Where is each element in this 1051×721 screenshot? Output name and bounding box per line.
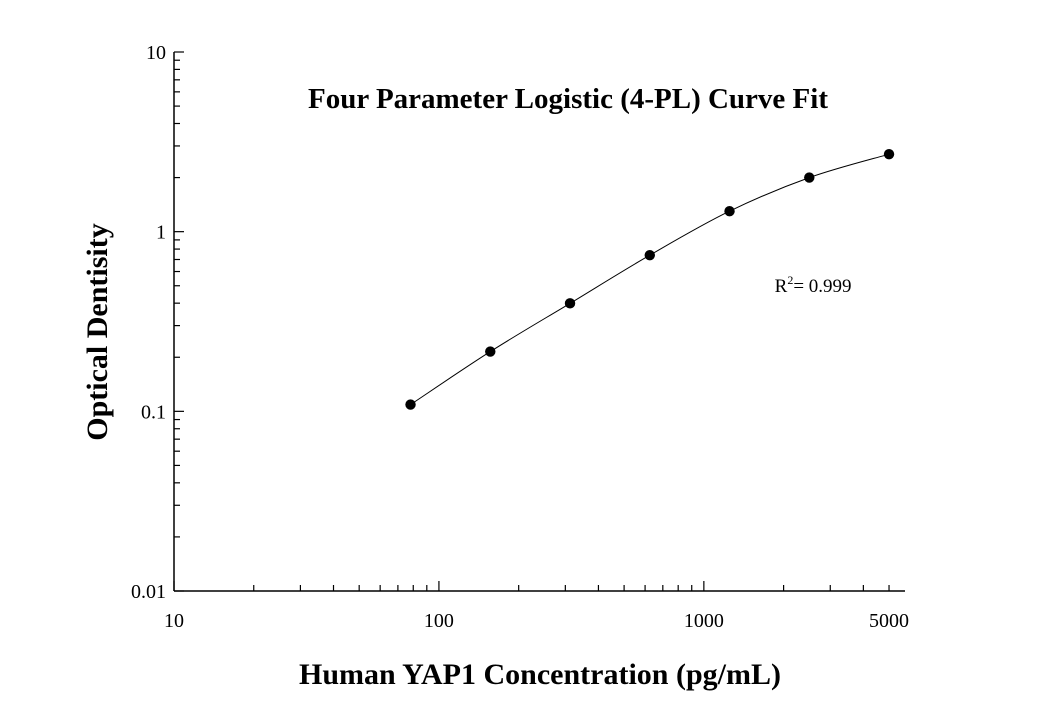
r-squared-annotation: R2= 0.999 — [775, 273, 852, 297]
data-point — [644, 249, 655, 261]
x-tick-label: 5000 — [869, 610, 909, 632]
ticks — [173, 51, 890, 592]
data-point — [724, 205, 735, 217]
data-point — [883, 148, 895, 160]
data-point — [804, 172, 815, 183]
x-tick-label: 10 — [164, 610, 184, 632]
r-squared-superscript: 2 — [787, 273, 793, 287]
r-squared-symbol: R — [775, 276, 788, 297]
x-tick-label: 100 — [424, 610, 454, 632]
chart-title: Four Parameter Logistic (4-PL) Curve Fit — [308, 83, 828, 115]
y-tick-label: 1 — [156, 222, 166, 244]
y-tick-label: 0.01 — [131, 581, 166, 603]
x-axis-label: Human YAP1 Concentration (pg/mL) — [299, 658, 781, 691]
y-axis-label: Optical Dentisity — [81, 223, 114, 441]
data-point — [485, 346, 496, 357]
data-points — [405, 148, 895, 410]
data-point — [405, 399, 416, 410]
r-squared-value: = 0.999 — [793, 276, 851, 297]
x-tick-label: 1000 — [684, 610, 724, 632]
y-tick-label: 0.1 — [141, 401, 166, 423]
data-point — [564, 298, 576, 309]
tick-labels: 10 100 1000 5000 0.01 0.1 1 10 — [131, 42, 909, 632]
y-tick-label: 10 — [146, 42, 166, 64]
